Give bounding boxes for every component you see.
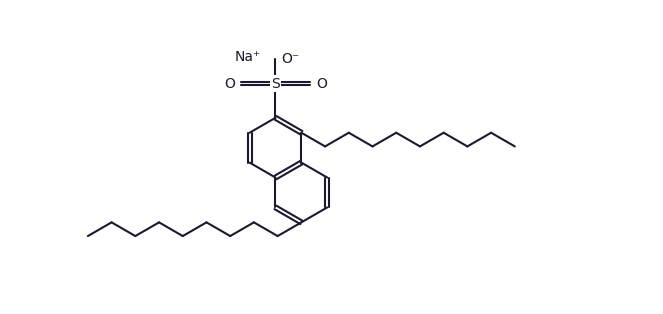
Text: O: O (316, 77, 327, 90)
Text: O: O (224, 77, 235, 90)
Text: Na⁺: Na⁺ (235, 51, 261, 64)
Text: O⁻: O⁻ (282, 52, 300, 66)
Text: S: S (271, 77, 280, 90)
